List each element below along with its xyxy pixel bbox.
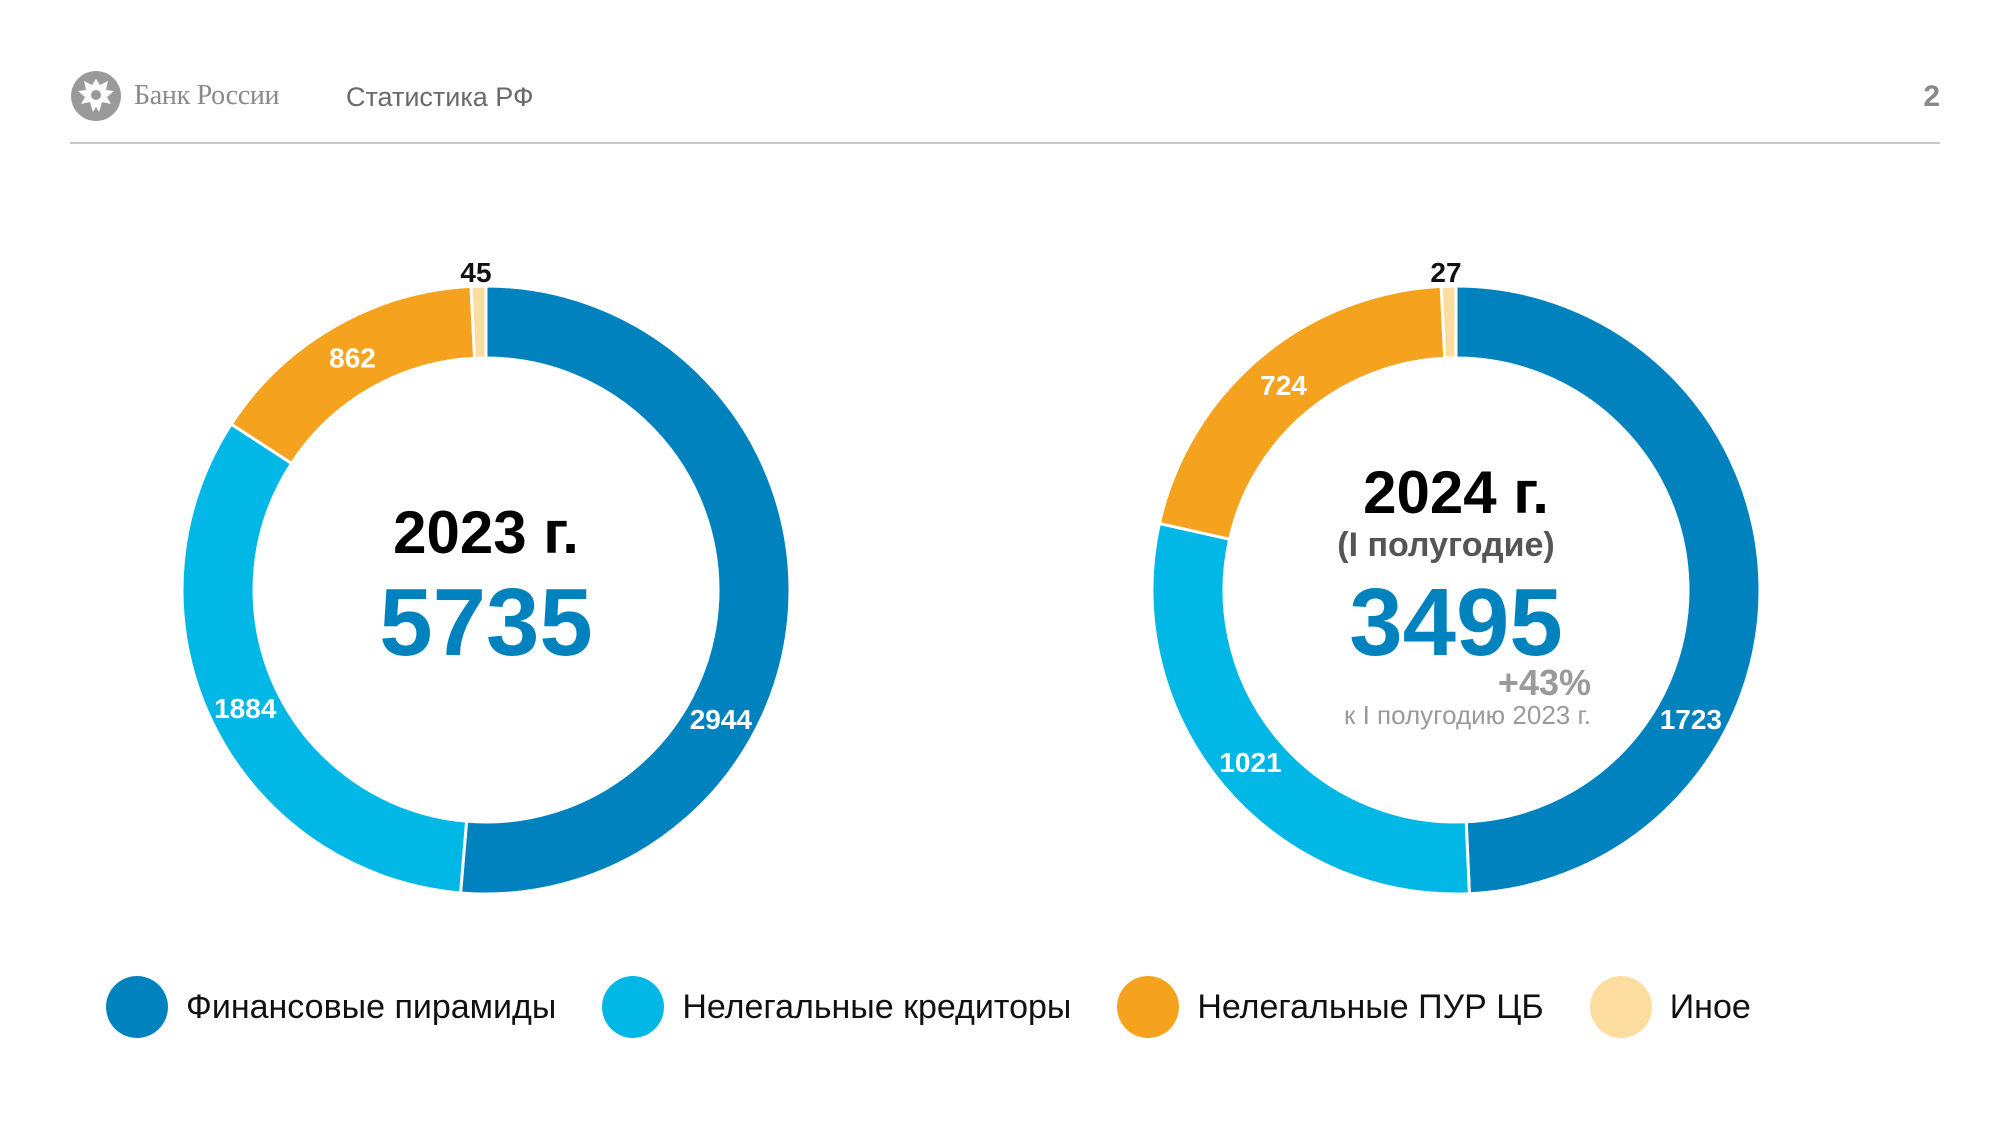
- page-title: Статистика РФ: [346, 82, 534, 112]
- donut-charts: 2944 1884 862 45 2023 г.5735 1723 1021 724 27 202…: [180, 257, 1762, 896]
- donut-chart-2: 1723 1021 724 27 2024 г.(I полугодие) 3495+43…: [1150, 257, 1762, 896]
- legend-swatch: [602, 976, 665, 1038]
- slice-1: [1454, 284, 1762, 896]
- center-year: 2023 г.: [393, 499, 579, 566]
- bank-name: Банк России: [134, 80, 280, 111]
- slice-1: [458, 284, 792, 896]
- chart-legend: Финансовые пирамиды Нелегальные кредиторы…: [106, 975, 1797, 1039]
- center-change-note: к I полугодию 2023 г.: [1344, 700, 1591, 730]
- legend-swatch: [106, 976, 168, 1038]
- slice-value-label: 724: [1260, 370, 1307, 401]
- slice-value-label: 27: [1430, 257, 1461, 288]
- center-total: 3495: [1349, 569, 1563, 676]
- legend-item: Финансовые пирамиды: [106, 976, 556, 1038]
- legend-item: Нелегальные ПУР ЦБ: [1117, 976, 1544, 1038]
- center-total: 5735: [379, 569, 593, 676]
- legend-item: Нелегальные кредиторы: [602, 976, 1071, 1038]
- legend-label: Финансовые пирамиды: [186, 987, 557, 1026]
- legend-label: Иное: [1669, 987, 1751, 1026]
- center-change: +43%: [1498, 662, 1591, 703]
- slice-value-label: 1723: [1660, 704, 1722, 735]
- slice-value-label: 1021: [1219, 747, 1281, 778]
- slice-value-label: 1884: [214, 693, 277, 724]
- center-subtitle: (I полугодие): [1337, 526, 1554, 564]
- page-number: 2: [1923, 80, 1940, 113]
- legend-item: Иное: [1589, 976, 1751, 1038]
- legend-swatch: [1117, 976, 1180, 1038]
- donut-chart-1: 2944 1884 862 45 2023 г.5735: [180, 257, 792, 896]
- header-divider: [70, 142, 1940, 144]
- slice-2: [1150, 521, 1471, 896]
- slice-value-label: 45: [460, 257, 491, 288]
- slice-value-label: 862: [329, 343, 376, 374]
- center-year: 2024 г.: [1363, 459, 1549, 526]
- legend-swatch: [1589, 976, 1652, 1038]
- slice-4: [1439, 284, 1458, 360]
- legend-label: Нелегальные ПУР ЦБ: [1197, 987, 1544, 1026]
- slice-4: [469, 284, 488, 360]
- eagle-emblem-icon: [71, 71, 121, 121]
- slice-2: [180, 422, 469, 895]
- slice-value-label: 2944: [690, 704, 753, 735]
- slide-header: Банк России Статистика РФ 2: [70, 68, 1940, 128]
- slice-3: [229, 284, 477, 466]
- legend-label: Нелегальные кредиторы: [682, 987, 1072, 1026]
